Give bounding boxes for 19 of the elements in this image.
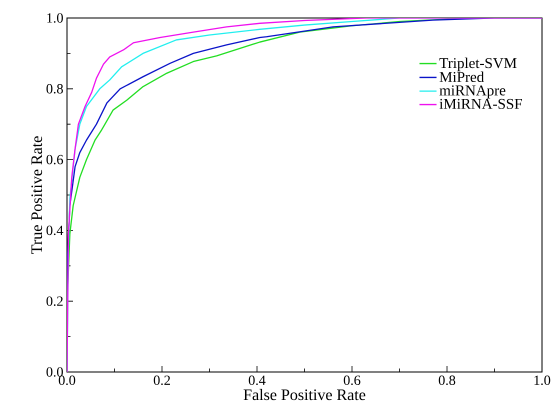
y-tick-label: 0.8 [46,84,63,94]
x-tick-label: 0.2 [154,376,170,386]
y-tick-label: 0.6 [46,154,64,164]
legend-label: iMiRNA-SSF [440,98,522,109]
x-tick-label: 0.0 [58,376,76,386]
x-tick-label: 0.8 [438,376,456,386]
y-tick-label: 0.2 [46,296,63,306]
legend-label: MiPred [440,72,484,82]
x-tick-label: 0.4 [248,376,266,386]
legend-label: miRNApre [440,85,506,99]
line-series [67,18,542,372]
y-tick-label: 0.0 [46,367,63,377]
x-tick-label: 0.6 [344,376,360,386]
x-axis-title: False Positive Rate [244,388,366,400]
y-tick-label: 1.0 [47,13,63,23]
x-tick-label: 1.0 [534,376,550,386]
legend-label: Triplet-SVM [439,58,517,72]
y-tick-label: 0.4 [46,226,64,236]
y-axis-title: True Positive Rate [31,136,42,254]
